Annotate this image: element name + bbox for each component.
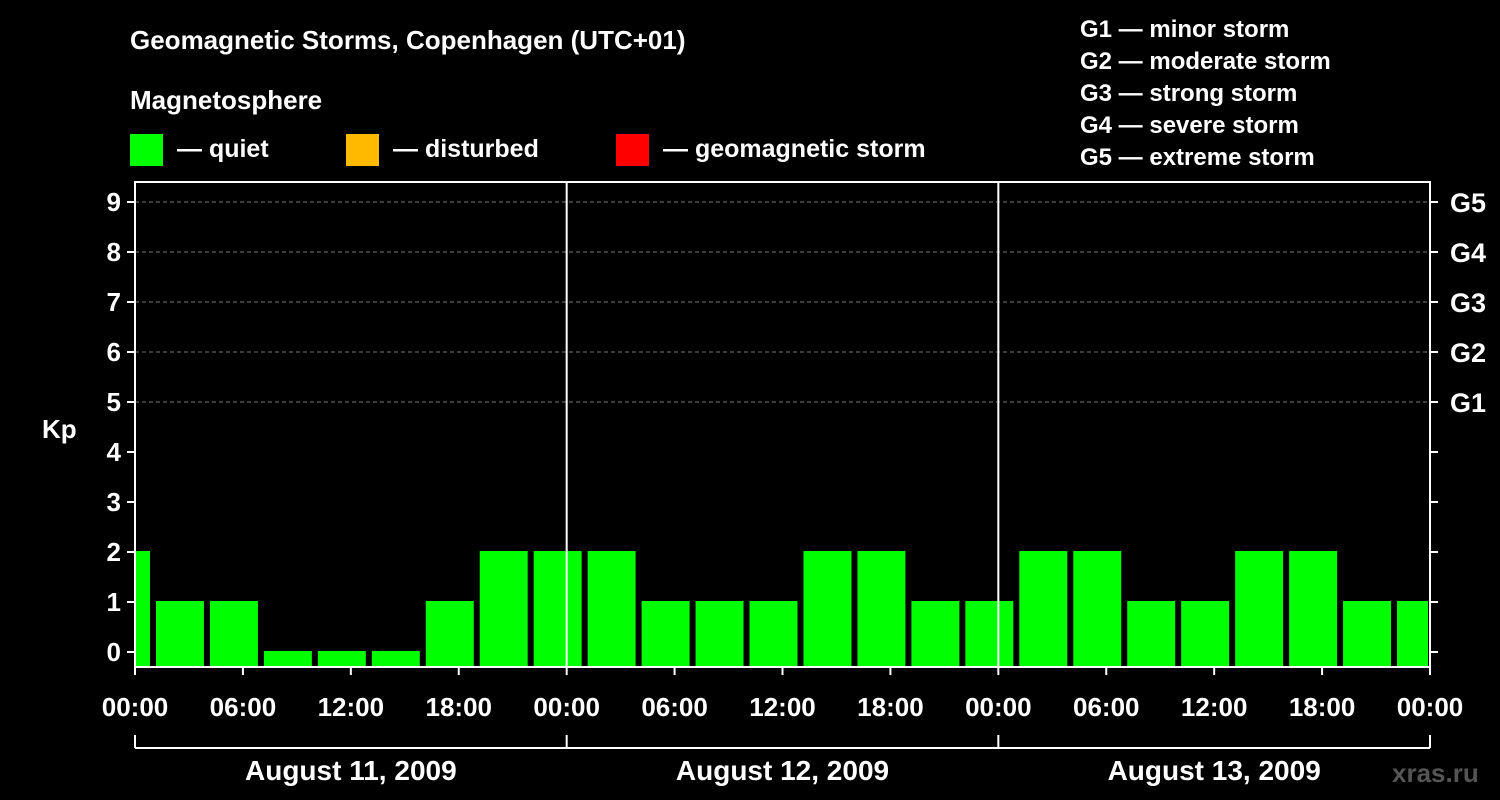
day-label-2: August 12, 2009 bbox=[676, 755, 889, 786]
storm-scale-label-g2: G2 bbox=[1450, 338, 1486, 368]
legend-label-storm: — geomagnetic storm bbox=[663, 135, 926, 163]
bar-21 bbox=[1235, 551, 1284, 667]
gridlines bbox=[135, 201, 1430, 403]
x-tick-label-11: 18:00 bbox=[1289, 692, 1356, 722]
storm-scale-ticks: G1 G2 G3 G4 G5 bbox=[1450, 188, 1486, 418]
chart-subtitle: Magnetosphere bbox=[130, 85, 322, 115]
legend-swatch-storm bbox=[616, 134, 649, 166]
storm-scale-label-g5: G5 bbox=[1450, 188, 1486, 218]
x-tick-label-0: 00:00 bbox=[102, 692, 169, 722]
bar-5 bbox=[371, 651, 420, 667]
bar-4 bbox=[317, 651, 366, 667]
day-labels: August 11, 2009 August 12, 2009 August 13,… bbox=[134, 735, 1431, 786]
bar-1 bbox=[155, 601, 204, 667]
y-tick-label-5: 5 bbox=[107, 387, 121, 417]
x-tick-label-10: 12:00 bbox=[1181, 692, 1248, 722]
y-tick-label-9: 9 bbox=[107, 187, 121, 217]
y-tick-label-7: 7 bbox=[107, 287, 121, 317]
bar-7 bbox=[479, 551, 528, 667]
legend-label-quiet: — quiet bbox=[177, 135, 269, 163]
x-tick-label-6: 12:00 bbox=[749, 692, 816, 722]
day-label-3: August 13, 2009 bbox=[1108, 755, 1321, 786]
y-tick-label-4: 4 bbox=[107, 437, 122, 467]
y-tick-label-8: 8 bbox=[107, 237, 121, 267]
bar-6 bbox=[425, 601, 474, 667]
storm-legend-g1: G1 — minor storm bbox=[1080, 16, 1289, 43]
storm-legend-g3: G3 — strong storm bbox=[1080, 80, 1297, 107]
x-tick-label-2: 12:00 bbox=[318, 692, 385, 722]
y-tick-label-3: 3 bbox=[107, 487, 121, 517]
storm-scale-label-g3: G3 bbox=[1450, 288, 1486, 318]
bar-20 bbox=[1181, 601, 1230, 667]
bar-24 bbox=[1397, 601, 1428, 667]
y-tick-label-1: 1 bbox=[107, 587, 121, 617]
bar-3 bbox=[263, 651, 312, 667]
storm-scale-legend: G1 — minor storm G2 — moderate storm G3 … bbox=[1080, 16, 1331, 171]
legend-swatch-quiet bbox=[130, 134, 163, 166]
storm-scale-label-g1: G1 bbox=[1450, 388, 1486, 418]
bar-18 bbox=[1073, 551, 1122, 667]
bar-17 bbox=[1019, 551, 1068, 667]
x-ticks: 00:00 06:00 12:00 18:00 00:00 06:00 12:00 18:00… bbox=[102, 667, 1464, 722]
storm-legend-g2: G2 — moderate storm bbox=[1080, 48, 1331, 75]
bar-15 bbox=[911, 601, 960, 667]
bar-2 bbox=[209, 601, 258, 667]
bar-19 bbox=[1127, 601, 1176, 667]
y-ticks: 0 1 2 3 4 5 6 7 8 9 bbox=[107, 187, 1438, 667]
watermark: xras.ru bbox=[1392, 758, 1479, 788]
x-tick-label-8: 00:00 bbox=[965, 692, 1032, 722]
bars bbox=[135, 551, 1428, 667]
bar-23 bbox=[1343, 601, 1392, 667]
day-label-1: August 11, 2009 bbox=[245, 755, 457, 786]
y-tick-label-6: 6 bbox=[107, 337, 121, 367]
bar-9 bbox=[587, 551, 636, 667]
bar-16 bbox=[965, 601, 1014, 667]
storm-legend-g5: G5 — extreme storm bbox=[1080, 144, 1315, 171]
x-tick-label-12: 00:00 bbox=[1397, 692, 1464, 722]
storm-scale-label-g4: G4 bbox=[1450, 238, 1486, 268]
x-tick-label-3: 18:00 bbox=[426, 692, 493, 722]
chart-title: Geomagnetic Storms, Copenhagen (UTC+01) bbox=[130, 25, 685, 55]
legend-swatch-disturbed bbox=[346, 134, 379, 166]
x-tick-label-7: 18:00 bbox=[857, 692, 924, 722]
x-tick-label-1: 06:00 bbox=[210, 692, 277, 722]
bar-12 bbox=[749, 601, 798, 667]
status-legend: — quiet — disturbed — geomagnetic storm bbox=[130, 134, 926, 166]
y-tick-label-0: 0 bbox=[107, 637, 121, 667]
bar-0 bbox=[135, 551, 150, 667]
bar-22 bbox=[1289, 551, 1338, 667]
y-axis-label: Kp bbox=[42, 414, 77, 444]
bar-8 bbox=[533, 551, 582, 667]
x-tick-label-9: 06:00 bbox=[1073, 692, 1140, 722]
y-tick-label-2: 2 bbox=[107, 537, 121, 567]
x-tick-label-4: 00:00 bbox=[533, 692, 600, 722]
x-tick-label-5: 06:00 bbox=[641, 692, 708, 722]
bar-10 bbox=[641, 601, 690, 667]
bar-13 bbox=[803, 551, 852, 667]
storm-legend-g4: G4 — severe storm bbox=[1080, 112, 1299, 139]
bar-14 bbox=[857, 551, 906, 667]
legend-label-disturbed: — disturbed bbox=[393, 135, 539, 163]
bar-11 bbox=[695, 601, 744, 667]
